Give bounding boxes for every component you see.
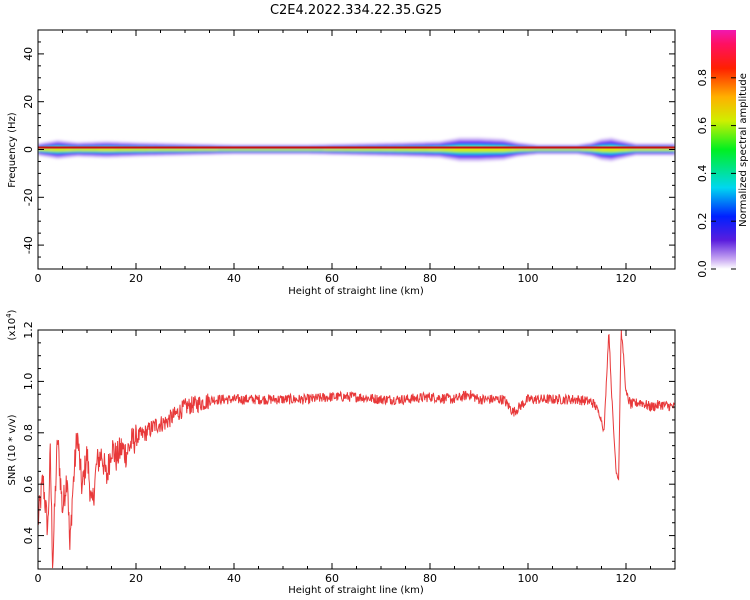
y-tick-label: 0.6 bbox=[22, 475, 35, 493]
y-tick-label: 20 bbox=[22, 95, 35, 109]
colorbar-tick-label: 0.6 bbox=[696, 117, 709, 135]
snr-line bbox=[38, 330, 675, 569]
colorbar-tick-label: 0.2 bbox=[696, 212, 709, 230]
y-tick-label: 40 bbox=[22, 47, 35, 61]
y-tick-label: 0 bbox=[22, 146, 35, 153]
colorbar-label: Normalized spectral amplitude bbox=[738, 73, 749, 227]
colorbar-tick-label: 0.4 bbox=[696, 165, 709, 183]
x-tick-label: 20 bbox=[129, 272, 143, 285]
spectrogram-plot-area bbox=[38, 30, 675, 269]
snr-xlabel: Height of straight line (km) bbox=[288, 585, 424, 596]
spectrogram-ylabel: Frequency (Hz) bbox=[7, 112, 18, 188]
x-tick-label: 120 bbox=[616, 572, 637, 585]
x-tick-label: 100 bbox=[518, 272, 539, 285]
x-tick-label: 60 bbox=[325, 572, 339, 585]
x-tick-label: 40 bbox=[227, 572, 241, 585]
x-tick-label: 40 bbox=[227, 272, 241, 285]
figure-title: C2E4.2022.334.22.35.G25 bbox=[270, 3, 442, 18]
y-tick-label: -20 bbox=[22, 188, 35, 206]
y-tick-label: 0.8 bbox=[22, 424, 35, 442]
x-tick-label: 0 bbox=[35, 572, 42, 585]
snr-multiplier: (x104) bbox=[5, 309, 18, 340]
y-tick-label: -40 bbox=[22, 236, 35, 254]
x-tick-label: 20 bbox=[129, 572, 143, 585]
x-tick-label: 0 bbox=[35, 272, 42, 285]
colorbar-tick-label: 0.0 bbox=[696, 260, 709, 278]
x-tick-label: 60 bbox=[325, 272, 339, 285]
y-tick-label: 0.4 bbox=[22, 527, 35, 545]
x-tick-label: 80 bbox=[423, 272, 437, 285]
x-tick-label: 120 bbox=[616, 272, 637, 285]
spectrogram-panel: 0 20 40 60 80 100 120 -40 -20 0 20 40 Height of str… bbox=[7, 29, 676, 297]
x-tick-label: 80 bbox=[423, 572, 437, 585]
colorbar-tick-label: 0.8 bbox=[696, 69, 709, 87]
y-tick-label: 1.2 bbox=[22, 321, 35, 339]
colorbar: 0.0 0.2 0.4 0.6 0.8 Normalized spectral ampl… bbox=[696, 30, 749, 278]
y-tick-label: 1.0 bbox=[22, 373, 35, 391]
spectrogram-xlabel: Height of straight line (km) bbox=[288, 286, 424, 297]
colorbar-gradient bbox=[711, 30, 736, 269]
x-tick-label: 100 bbox=[518, 572, 539, 585]
snr-panel: 0 20 40 60 80 100 120 0.4 0.6 0.8 1.0 1.2 Height of… bbox=[5, 309, 676, 596]
snr-ylabel: SNR (10 * v/v) bbox=[7, 414, 18, 485]
